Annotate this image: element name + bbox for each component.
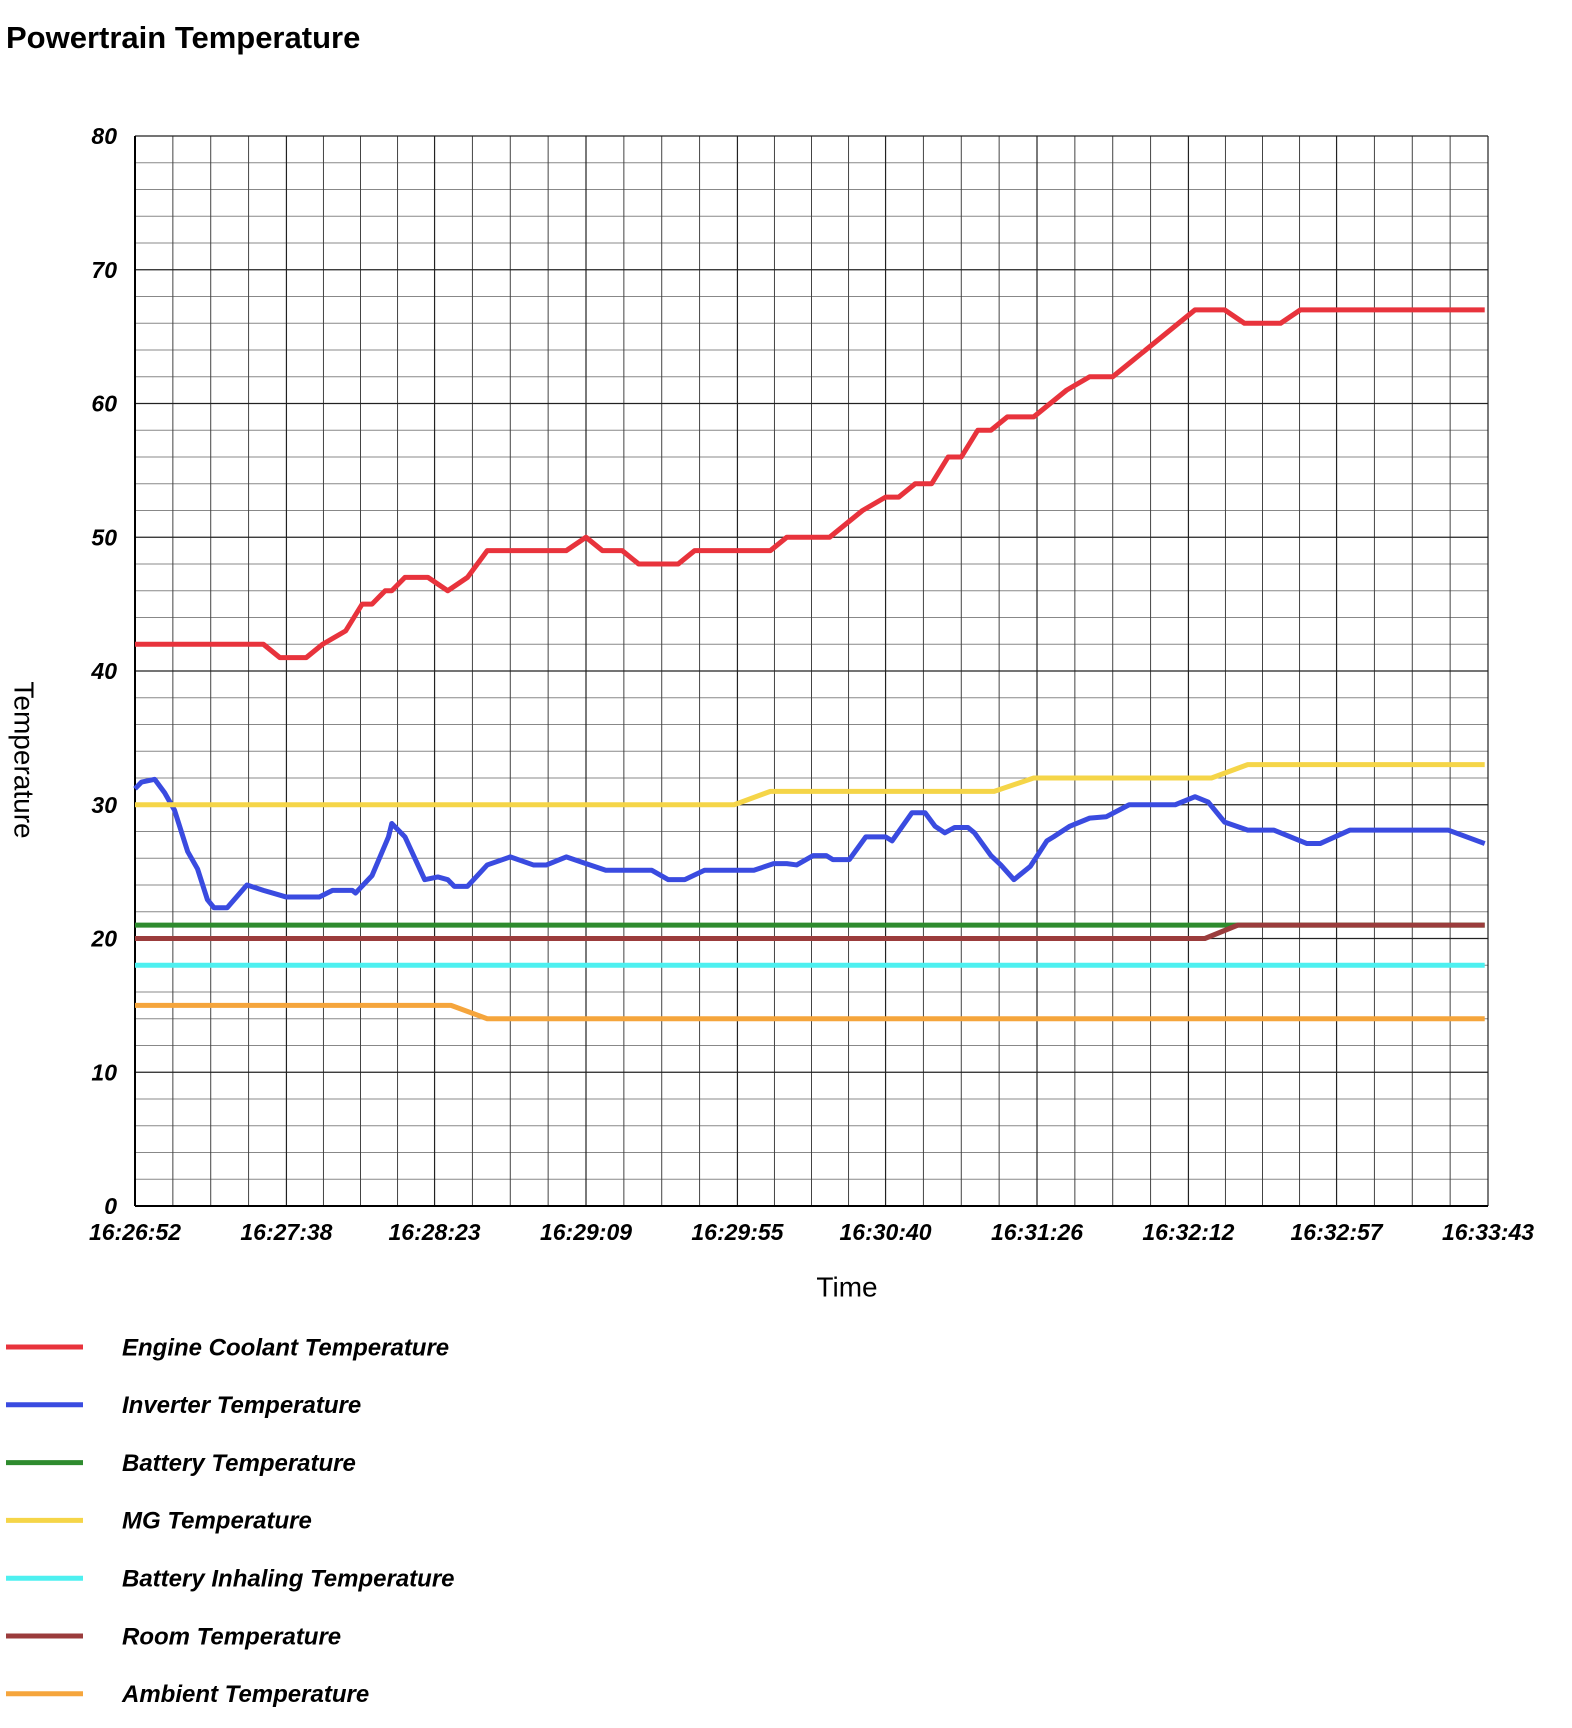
x-tick-label: 16:29:09 [540, 1219, 632, 1245]
y-tick-label: 20 [90, 926, 117, 952]
y-tick-label: 60 [91, 391, 117, 417]
x-tick-label: 16:30:40 [840, 1219, 932, 1245]
y-tick-label: 40 [90, 658, 117, 684]
legend-label: Inverter Temperature [122, 1392, 361, 1419]
x-tick-label: 16:27:38 [240, 1219, 332, 1245]
series-line [135, 307, 1485, 661]
x-tick-label: 16:26:52 [89, 1219, 181, 1245]
series-line [135, 762, 1485, 808]
x-tick-label: 16:31:26 [991, 1219, 1083, 1245]
legend-label: Battery Inhaling Temperature [122, 1566, 455, 1593]
legend-label: Battery Temperature [122, 1450, 356, 1477]
x-tick-label: 16:29:55 [691, 1219, 784, 1245]
y-axis-label: Temperature [9, 681, 40, 838]
y-tick-label: 0 [104, 1193, 117, 1219]
y-tick-label: 30 [91, 792, 117, 818]
x-tick-label: 16:33:43 [1442, 1219, 1534, 1245]
series-line [135, 922, 1485, 941]
legend-label: Engine Coolant Temperature [122, 1334, 449, 1361]
y-tick-label: 50 [91, 524, 117, 550]
series-line [133, 776, 1486, 911]
series-line [135, 1002, 1485, 1022]
x-tick-label: 16:32:57 [1291, 1219, 1384, 1245]
legend-label: Ambient Temperature [121, 1681, 369, 1708]
chart-title: Powertrain Temperature [6, 20, 360, 55]
x-tick-label: 16:28:23 [389, 1219, 481, 1245]
legend-label: MG Temperature [122, 1508, 312, 1535]
y-tick-label: 10 [91, 1059, 117, 1085]
y-tick-label: 80 [91, 123, 117, 149]
y-tick-label: 70 [91, 257, 117, 283]
x-tick-label: 16:32:12 [1142, 1219, 1234, 1245]
x-axis-label: Time [816, 1271, 877, 1302]
legend-label: Room Temperature [122, 1623, 341, 1650]
